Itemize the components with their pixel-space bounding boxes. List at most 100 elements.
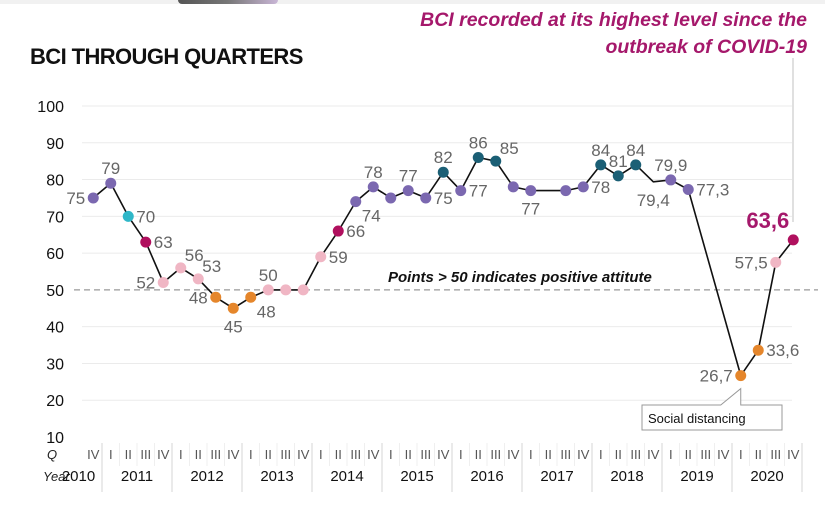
quarter-tick-label: I xyxy=(599,447,603,462)
quarter-tick-label: III xyxy=(140,447,151,462)
quarter-tick-label: III xyxy=(630,447,641,462)
quarter-tick-label: III xyxy=(350,447,361,462)
data-point xyxy=(227,302,239,314)
data-point xyxy=(245,291,257,303)
data-label: 66 xyxy=(346,222,365,241)
data-point xyxy=(490,155,502,167)
data-point xyxy=(140,236,152,248)
data-point xyxy=(385,192,397,204)
quarter-tick-label: II xyxy=(755,447,762,462)
y-tick-label: 10 xyxy=(46,430,64,447)
year-tick-label: 2016 xyxy=(470,468,503,485)
quarter-tick-label: III xyxy=(560,447,571,462)
quarter-tick-label: I xyxy=(179,447,183,462)
data-point xyxy=(752,344,764,356)
year-axis-label: Year xyxy=(43,469,70,484)
y-tick-label: 60 xyxy=(46,246,64,263)
top-strip xyxy=(0,0,825,4)
data-label: 52 xyxy=(136,274,155,293)
quarter-tick-label: IV xyxy=(717,447,730,462)
data-label: 84 xyxy=(591,141,610,160)
quarter-tick-label: II xyxy=(615,447,622,462)
data-point xyxy=(420,192,432,204)
data-label: 84 xyxy=(626,141,645,160)
quarter-tick-label: IV xyxy=(577,447,590,462)
quarter-tick-label: I xyxy=(389,447,393,462)
data-label: 78 xyxy=(591,178,610,197)
quarter-tick-label: II xyxy=(195,447,202,462)
data-point xyxy=(507,181,519,193)
y-tick-label: 40 xyxy=(46,320,64,337)
data-point xyxy=(262,284,274,296)
data-label: 63 xyxy=(154,233,173,252)
quarter-tick-label: I xyxy=(669,447,673,462)
year-tick-label: 2015 xyxy=(400,468,433,485)
data-label: 81 xyxy=(609,152,628,171)
y-tick-label: 50 xyxy=(46,283,64,300)
data-point xyxy=(105,177,117,189)
quarter-tick-label: III xyxy=(420,447,431,462)
quarter-tick-label: II xyxy=(545,447,552,462)
year-tick-label: 2011 xyxy=(121,468,153,485)
year-tick-label: 2012 xyxy=(190,468,223,485)
data-label: 56 xyxy=(185,246,204,265)
quarter-tick-label: I xyxy=(459,447,463,462)
quarter-tick-label: I xyxy=(109,447,113,462)
data-point xyxy=(437,166,449,178)
chart-title: BCI THROUGH QUARTERS xyxy=(30,44,303,69)
quarter-tick-label: IV xyxy=(437,447,450,462)
data-point xyxy=(192,273,204,285)
headline: BCI recorded at its highest level since … xyxy=(387,7,807,61)
data-label: 63,6 xyxy=(746,208,789,233)
data-label: 48 xyxy=(189,288,208,307)
data-point xyxy=(210,291,222,303)
year-tick-label: 2018 xyxy=(610,468,643,485)
y-tick-label: 80 xyxy=(46,173,64,190)
quarter-tick-label: II xyxy=(265,447,272,462)
data-label: 77 xyxy=(399,167,418,186)
data-point xyxy=(787,234,799,246)
quarter-tick-label: IV xyxy=(297,447,310,462)
quarter-tick-label: III xyxy=(700,447,711,462)
data-point xyxy=(560,185,572,197)
quarter-tick-label: IV xyxy=(227,447,240,462)
data-point xyxy=(770,256,782,268)
data-point xyxy=(455,185,467,197)
data-label: 77 xyxy=(521,200,540,219)
data-label: 79 xyxy=(101,159,120,178)
quarter-tick-label: II xyxy=(335,447,342,462)
q-axis-label: Q xyxy=(47,447,57,462)
data-point xyxy=(682,183,694,195)
data-point xyxy=(122,210,134,222)
data-point xyxy=(402,185,414,197)
data-point xyxy=(315,251,327,263)
cropped-header-image xyxy=(178,0,278,4)
year-tick-label: 2010 xyxy=(62,468,95,485)
quarter-tick-label: II xyxy=(475,447,482,462)
y-tick-label: 30 xyxy=(46,356,64,373)
data-point xyxy=(367,181,379,193)
quarter-tick-label: II xyxy=(685,447,692,462)
data-label: 26,7 xyxy=(700,367,733,386)
data-point xyxy=(332,225,344,237)
year-tick-label: 2017 xyxy=(540,468,573,485)
y-tick-label: 100 xyxy=(37,99,64,116)
data-point xyxy=(472,151,484,163)
threshold-note: Points > 50 indicates positive attitute xyxy=(388,269,652,286)
data-label: 59 xyxy=(329,248,348,267)
quarter-tick-label: IV xyxy=(87,447,100,462)
data-label: 48 xyxy=(257,302,276,321)
data-point xyxy=(175,262,187,274)
data-point xyxy=(665,174,677,186)
data-point xyxy=(577,181,589,193)
quarter-tick-label: IV xyxy=(367,447,380,462)
data-label: 75 xyxy=(66,189,85,208)
data-label: 85 xyxy=(500,139,519,158)
quarter-tick-label: II xyxy=(125,447,132,462)
quarter-tick-label: III xyxy=(770,447,781,462)
data-point xyxy=(595,159,607,171)
data-label: 70 xyxy=(136,207,155,226)
quarter-tick-label: II xyxy=(405,447,412,462)
quarter-tick-label: I xyxy=(739,447,743,462)
